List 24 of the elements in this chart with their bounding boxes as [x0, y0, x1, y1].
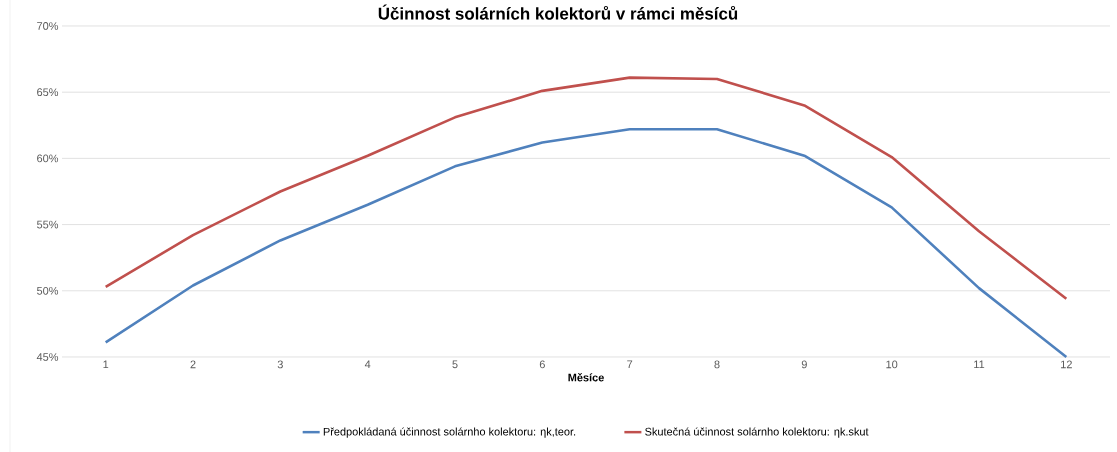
y-tick-label: 60%: [37, 154, 59, 163]
y-tick-label: 65%: [37, 88, 59, 97]
x-tick-label: 4: [364, 360, 371, 369]
x-tick-label: 12: [1061, 360, 1072, 369]
y-tick-label: 55%: [36, 220, 59, 229]
x-tick-label: 11: [974, 360, 985, 369]
y-tick-label: 45%: [36, 353, 59, 361]
x-tick-label: 9: [801, 360, 807, 369]
x-tick-label: 5: [452, 360, 458, 369]
line-series: [104, 127, 1068, 359]
line-series: [104, 76, 1068, 301]
x-tick-label: 2: [190, 360, 196, 369]
legend-label: Skutečná účinnost solárnho kolektoru: ηk.skut: [645, 427, 869, 438]
x-tick-label: 1: [103, 360, 109, 369]
x-axis-title: Měsíce: [568, 373, 604, 382]
x-tick-label: 8: [714, 360, 720, 369]
x-tick-label: 3: [277, 360, 283, 369]
legend-label: Předpokládaná účinnost solárnho kolektoru: ηk,teor.: [323, 427, 576, 438]
y-tick-label: 50%: [36, 286, 59, 295]
x-tick-label: 7: [627, 360, 633, 369]
chart-title: Účinnost solárních kolektorů v rámci měsíců: [378, 4, 738, 20]
x-tick-label: 6: [539, 360, 545, 369]
y-tick-label: 70%: [37, 22, 59, 30]
x-tick-label: 10: [886, 360, 898, 369]
